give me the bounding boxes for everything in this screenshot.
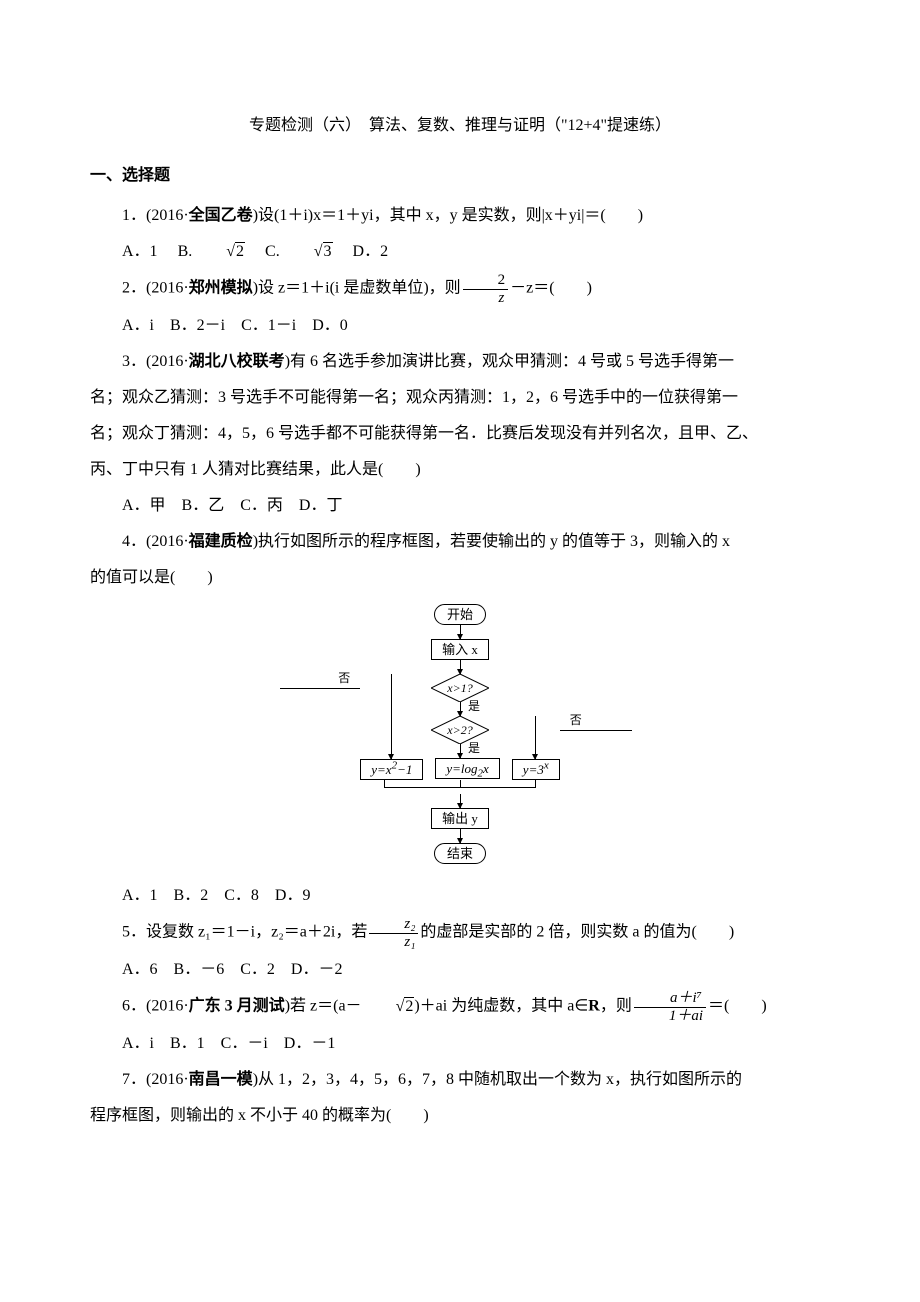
q3-line4: 丙、丁中只有 1 人猜对比赛结果，此人是( )	[90, 454, 830, 486]
q7-prefix: 7．(2016·	[122, 1071, 189, 1088]
fc-start-label: 开始	[447, 607, 473, 622]
q2-prefix: 2．(2016·	[122, 280, 189, 297]
q1-optC: C.	[265, 243, 280, 260]
fc-start: 开始	[434, 604, 486, 625]
q6-source: 广东 3 月测试	[189, 998, 285, 1015]
q4-prefix: 4．(2016·	[122, 533, 189, 550]
q1-suffix: )设(1＋i)x＝1＋yi，其中 x，y 是实数，则|x＋yi|＝( )	[253, 207, 643, 224]
q6-options: A．i B．1 C．－i D．－1	[90, 1028, 830, 1060]
q5-a: 5．设复数 z₁＝1－i，z₂＝a＋2i，若	[122, 924, 367, 941]
fc-yes-label-2: 是	[468, 742, 480, 754]
q1-source: 全国乙卷	[189, 207, 253, 224]
fc-b2-prefix: y=log	[446, 761, 477, 776]
fc-output: 输出 y	[431, 808, 489, 829]
arrow-down-icon	[460, 829, 461, 843]
fc-branch-2: y=log2x	[435, 758, 499, 779]
sqrt3-icon: 3	[280, 236, 333, 268]
q6-fraction: a＋i⁷1＋ai	[634, 990, 706, 1024]
fc-output-label: 输出 y	[442, 811, 478, 826]
arrow-down-icon	[391, 758, 392, 759]
q7-line1: 7．(2016·南昌一模)从 1，2，3，4，5，6，7，8 中随机取出一个数为…	[90, 1064, 830, 1096]
fc-b3-sup: x	[544, 760, 549, 772]
q6-mid3: ，则	[600, 998, 632, 1015]
fc-no-label-1: 否	[338, 672, 350, 684]
q5-options: A．6 B．－6 C．2 D．－2	[90, 954, 830, 986]
q1-optB: B.	[178, 243, 193, 260]
fc-branch-3: y=3x	[512, 759, 560, 780]
page-title: 专题检测（六） 算法、复数、推理与证明（"12+4"提速练）	[90, 110, 830, 142]
fc-decision-1: x>1?	[431, 674, 489, 702]
fc-input: 输入 x	[431, 639, 489, 660]
q3-line3: 名；观众丁猜测：4，5，6 号选手都不可能获得第一名．比赛后发现没有并列名次，且…	[90, 418, 830, 450]
q1-prefix: 1．(2016·	[122, 207, 189, 224]
q6-prefix: 6．(2016·	[122, 998, 189, 1015]
fc-end-label: 结束	[447, 846, 473, 861]
fc-d1-label: x>1?	[447, 682, 472, 694]
fc-input-label: 输入 x	[442, 642, 478, 657]
q7-line2: 程序框图，则输出的 x 不小于 40 的概率为( )	[90, 1100, 830, 1132]
q4-line2: 的值可以是( )	[90, 562, 830, 594]
fc-decision-2: x>2?	[431, 716, 489, 744]
section-heading: 一、选择题	[90, 160, 830, 192]
fc-b2-suffix: x	[483, 761, 489, 776]
fc-no-label-2: 否	[570, 714, 582, 726]
q3-options: A．甲 B．乙 C．丙 D．丁	[90, 490, 830, 522]
q2-frac-num: 2	[463, 272, 509, 290]
q1-optA: A．1	[122, 243, 158, 260]
fc-b3-prefix: y=3	[523, 762, 544, 777]
q6-mid1: )若 z＝(a－	[285, 998, 362, 1015]
q5-stem: 5．设复数 z₁＝1－i，z₂＝a＋2i，若z₂z₁的虚部是实部的 2 倍，则实…	[90, 916, 830, 950]
fc-d2-label: x>2?	[447, 724, 472, 736]
arrow-down-icon	[460, 794, 461, 808]
q2-mid2: －z＝( )	[510, 280, 592, 297]
q4-options: A．1 B．2 C．8 D．9	[90, 880, 830, 912]
q6-mid2: )＋ai 为纯虚数，其中 a∈	[414, 998, 588, 1015]
q6-rad: 2	[404, 997, 414, 1015]
q6-frac-num: a＋i⁷	[634, 990, 706, 1008]
q2-fraction: 2z	[463, 272, 509, 306]
fc-yes-label-1: 是	[468, 700, 480, 712]
q5-fraction: z₂z₁	[369, 916, 418, 950]
q2-frac-den: z	[463, 290, 509, 307]
q3-source: 湖北八校联考	[189, 353, 285, 370]
q1-stem: 1．(2016·全国乙卷)设(1＋i)x＝1＋yi，其中 x，y 是实数，则|x…	[90, 200, 830, 232]
fc-end: 结束	[434, 843, 486, 864]
arrow-down-icon	[460, 702, 461, 716]
q2-options: A．i B．2－i C．1－i D．0	[90, 310, 830, 342]
sqrt2-icon: 2	[192, 236, 245, 268]
q1-optC-rad: 3	[323, 242, 333, 260]
q3-line2: 名；观众乙猜测：3 号选手不可能得第一名；观众丙猜测：1，2，6 号选手中的一位…	[90, 382, 830, 414]
q6-R: R	[588, 998, 600, 1015]
q4-line1: 4．(2016·福建质检)执行如图所示的程序框图，若要使输出的 y 的值等于 3…	[90, 526, 830, 558]
sqrt2-icon: 2	[362, 991, 415, 1023]
arrow-down-icon	[460, 625, 461, 639]
q6-stem: 6．(2016·广东 3 月测试)若 z＝(a－ 2)＋ai 为纯虚数，其中 a∈…	[90, 990, 830, 1024]
q7-source: 南昌一模	[189, 1071, 253, 1088]
q3-prefix: 3．(2016·	[122, 353, 189, 370]
arrow-down-icon	[460, 660, 461, 674]
q4-l1: )执行如图所示的程序框图，若要使输出的 y 的值等于 3，则输入的 x	[253, 533, 730, 550]
arrow-down-icon	[535, 758, 536, 759]
q2-source: 郑州模拟	[189, 280, 253, 297]
q1-optB-rad: 2	[235, 242, 245, 260]
q5-frac-num: z₂	[369, 916, 418, 934]
arrow-down-icon	[460, 744, 461, 758]
flowchart: 开始 输入 x 否 x>1? 是 x>2? 否	[90, 604, 830, 870]
q4-source: 福建质检	[189, 533, 253, 550]
q6-frac-den: 1＋ai	[634, 1008, 706, 1025]
q6-mid4: ＝( )	[708, 998, 767, 1015]
q7-l1: )从 1，2，3，4，5，6，7，8 中随机取出一个数为 x，执行如图所示的	[253, 1071, 742, 1088]
q1-options: A．1 B. 2 C. 3 D．2	[90, 236, 830, 268]
q2-mid1: )设 z＝1＋i(i 是虚数单位)，则	[253, 280, 461, 297]
q3-line1: 3．(2016·湖北八校联考)有 6 名选手参加演讲比赛，观众甲猜测：4 号或 …	[90, 346, 830, 378]
q5-frac-den: z₁	[369, 934, 418, 951]
q5-b: 的虚部是实部的 2 倍，则实数 a 的值为( )	[420, 924, 734, 941]
fc-branch-1: y=x2−1	[360, 759, 423, 780]
q3-l1: )有 6 名选手参加演讲比赛，观众甲猜测：4 号或 5 号选手得第一	[285, 353, 734, 370]
q1-optD: D．2	[353, 243, 389, 260]
q2-stem: 2．(2016·郑州模拟)设 z＝1＋i(i 是虚数单位)，则2z－z＝( )	[90, 272, 830, 306]
